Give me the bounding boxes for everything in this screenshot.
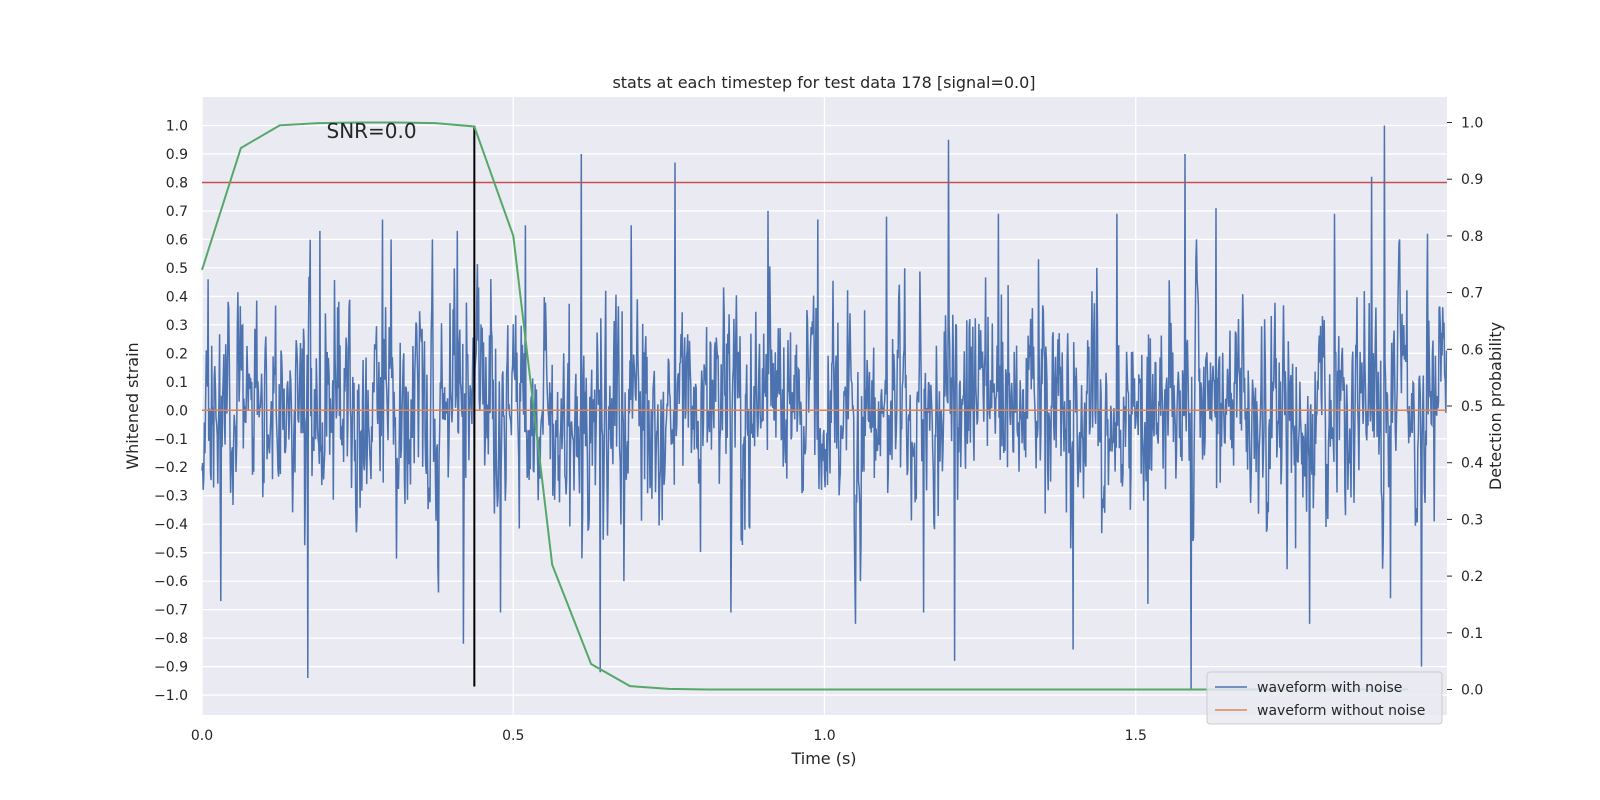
y-tick-label: 0.8 [166,175,188,191]
y-tick-label: 0.4 [166,289,188,305]
snr-annotation: SNR=0.0 [327,119,417,143]
y-tick-label: 0.3 [166,318,188,334]
y-tick-label: −0.7 [154,603,188,619]
y-tick-label: 0.1 [166,375,188,391]
legend-label: waveform with noise [1257,680,1402,696]
y-tick-label: −0.2 [154,460,188,476]
y2-tick-label: 0.0 [1461,682,1483,698]
y2-tick-label: 0.2 [1461,569,1483,585]
y2-tick-label: 0.1 [1461,626,1483,642]
y2-tick-label: 0.8 [1461,229,1483,245]
y-tick-label: −0.1 [154,432,188,448]
y2-tick-label: 0.3 [1461,512,1483,528]
y2-axis-label: Detection probability [1486,322,1505,490]
y-tick-label: −0.6 [154,574,188,590]
y-tick-label: −0.5 [154,546,188,562]
y-tick-label: 0.9 [166,147,188,163]
y-tick-label: −0.4 [154,517,188,533]
y-tick-label: −0.3 [154,489,188,505]
y2-tick-label: 0.7 [1461,286,1483,302]
y2-tick-label: 0.4 [1461,456,1483,472]
y2-tick-label: 1.0 [1461,116,1483,132]
chart-title: stats at each timestep for test data 178… [612,73,1035,92]
y-tick-label: 0.5 [166,261,188,277]
y-tick-label: −1.0 [154,688,188,704]
x-tick-label: 0.0 [191,728,213,744]
legend: waveform with noise waveform without nois… [1206,671,1443,725]
legend-box [1206,671,1443,725]
y2-tick-label: 0.5 [1461,399,1483,415]
x-axis-label: Time (s) [790,749,856,768]
y2-tick-label: 0.9 [1461,172,1483,188]
y-tick-label: 1.0 [166,118,188,134]
y-tick-label: −0.8 [154,631,188,647]
axes-layer: 0.0 0.5 1.0 1.5 1.0 0.9 0.8 0.7 0.6 0.5 0.4 0.3 0.2 0… [154,116,1483,744]
x-tick-label: 1.0 [813,728,835,744]
y-tick-label: 0.2 [166,346,188,362]
y-tick-label: −0.9 [154,660,188,676]
series-waveform-with-noise [201,125,1448,690]
y-axis-label: Whitened strain [123,342,142,469]
x-tick-label: 0.5 [502,728,524,744]
x-tick-label: 1.5 [1125,728,1147,744]
legend-label: waveform without noise [1257,703,1425,719]
y-tick-label: 0.0 [166,403,188,419]
y-tick-label: 0.6 [166,232,188,248]
y2-tick-label: 0.6 [1461,342,1483,358]
y-tick-label: 0.7 [166,204,188,220]
